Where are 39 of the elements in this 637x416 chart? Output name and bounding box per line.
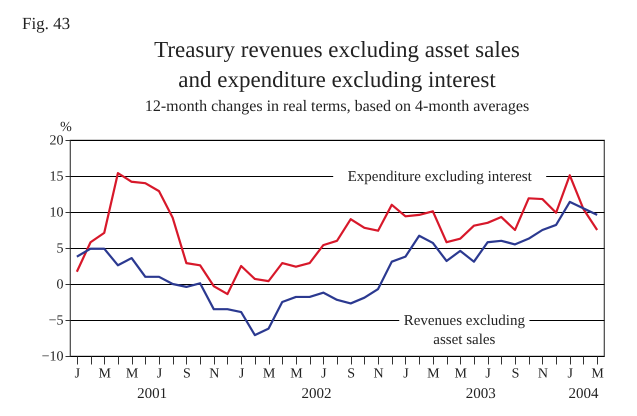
- chart-subtitle: 12-month changes in real terms, based on 4-month averages: [144, 98, 530, 115]
- x-tick-label: M: [290, 366, 304, 382]
- x-tick-label: M: [98, 366, 112, 382]
- x-tick-label: J: [74, 366, 81, 382]
- text: Treasury revenues excluding asset sales: [154, 37, 520, 62]
- text: 2003: [466, 386, 496, 402]
- y-tick-label: 5: [56, 242, 64, 256]
- y-axis-title: %: [60, 120, 72, 135]
- x-tick-label: J: [238, 366, 245, 382]
- x-tick-label: J: [321, 366, 328, 382]
- x-tick-label: M: [427, 366, 440, 382]
- y-tick-label: 0: [56, 278, 64, 292]
- x-tick-label: J: [568, 366, 574, 382]
- x-tick-label: N: [538, 366, 548, 382]
- x-tick-label: J: [485, 366, 492, 382]
- series-label: Expenditure excluding interest: [348, 169, 533, 185]
- y-tick-label: −5: [48, 314, 64, 328]
- x-tick-label: M: [262, 366, 276, 382]
- text: 2004: [568, 386, 599, 402]
- x-tick-label: J: [403, 366, 410, 382]
- y-tick-label: 10: [50, 206, 64, 220]
- x-tick-label: M: [126, 366, 139, 382]
- text: 2002: [301, 386, 332, 402]
- line-series: [76, 172, 598, 296]
- x-tick-label: N: [374, 366, 384, 382]
- x-tick-label: S: [347, 366, 356, 382]
- text: and expenditure excluding interest: [178, 67, 496, 92]
- x-tick-label: M: [454, 366, 468, 382]
- y-tick-label: −10: [42, 350, 64, 364]
- x-tick-label: N: [209, 366, 220, 382]
- x-tick-label: M: [591, 366, 604, 382]
- y-tick-label: 20: [50, 134, 64, 148]
- x-tick-label: S: [512, 366, 520, 382]
- x-tick-label: S: [182, 366, 191, 382]
- text: Revenues excluding asset sales: [404, 313, 526, 348]
- text: 2001: [137, 386, 168, 402]
- x-tick-label: J: [156, 366, 163, 382]
- caption: Fig. 43: [22, 14, 70, 34]
- y-tick-label: 15: [50, 170, 64, 184]
